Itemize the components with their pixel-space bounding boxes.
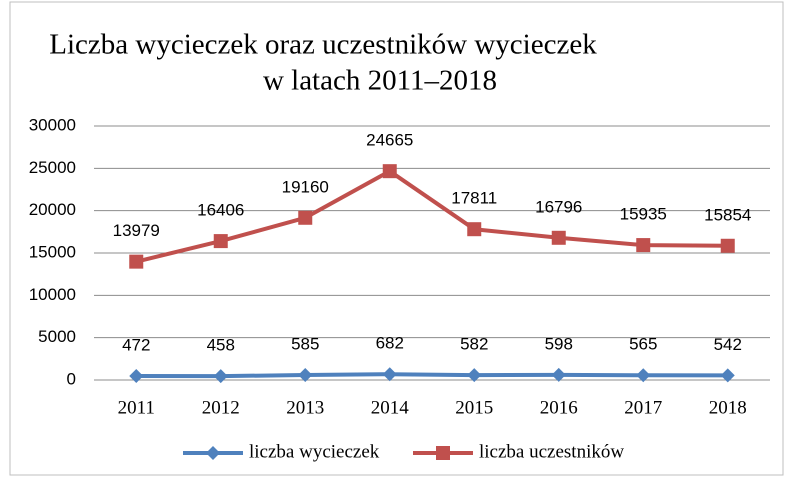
data-label: 15935 bbox=[620, 205, 667, 224]
point-marker bbox=[467, 222, 482, 237]
point-marker bbox=[298, 368, 313, 383]
x-tick-label: 2015 bbox=[455, 397, 493, 418]
data-label: 598 bbox=[545, 334, 573, 353]
y-tick-label: 25000 bbox=[29, 158, 76, 177]
data-label: 472 bbox=[122, 335, 150, 354]
point-marker bbox=[382, 367, 397, 382]
point-marker bbox=[213, 234, 228, 249]
data-label: 24665 bbox=[366, 131, 413, 150]
y-tick-label: 15000 bbox=[29, 242, 76, 261]
y-tick-label: 30000 bbox=[29, 115, 76, 134]
chart-title: Liczba wycieczek oraz uczestników wyciec… bbox=[49, 29, 597, 61]
y-tick-label: 20000 bbox=[29, 200, 76, 219]
data-label: 458 bbox=[207, 336, 235, 355]
y-tick-label: 10000 bbox=[29, 285, 76, 304]
point-marker bbox=[636, 238, 651, 253]
chart-title: w latach 2011–2018 bbox=[263, 65, 497, 97]
y-tick-label: 5000 bbox=[38, 327, 76, 346]
x-tick-label: 2012 bbox=[202, 397, 240, 418]
data-label: 582 bbox=[460, 335, 488, 354]
x-tick-label: 2018 bbox=[709, 397, 747, 418]
chart-frame bbox=[9, 1, 784, 476]
point-marker bbox=[720, 368, 735, 383]
data-label: 565 bbox=[629, 335, 657, 354]
data-line bbox=[136, 372, 728, 379]
data-label: 16796 bbox=[535, 197, 582, 216]
x-tick-label: 2011 bbox=[118, 397, 155, 418]
data-label: 15854 bbox=[704, 205, 751, 224]
data-label: 13979 bbox=[113, 221, 160, 240]
point-marker bbox=[636, 368, 651, 383]
point-marker bbox=[298, 210, 313, 225]
point-marker bbox=[720, 238, 735, 253]
data-label: 19160 bbox=[282, 177, 329, 196]
data-label: 682 bbox=[376, 334, 404, 353]
data-line bbox=[135, 169, 728, 264]
legend-label: liczba wycieczek bbox=[249, 441, 380, 462]
point-marker bbox=[129, 254, 144, 269]
y-tick-label: 0 bbox=[67, 369, 76, 388]
point-marker bbox=[213, 369, 228, 384]
x-tick-label: 2016 bbox=[540, 397, 578, 418]
point-marker bbox=[129, 369, 144, 384]
point-marker bbox=[551, 230, 566, 245]
x-tick-label: 2017 bbox=[624, 397, 662, 418]
data-label: 542 bbox=[714, 335, 742, 354]
x-tick-label: 2014 bbox=[371, 397, 410, 418]
point-marker bbox=[436, 446, 450, 460]
point-marker bbox=[206, 446, 220, 460]
data-label: 17811 bbox=[451, 189, 497, 208]
x-tick-label: 2013 bbox=[286, 397, 324, 418]
data-label: 16406 bbox=[197, 201, 244, 220]
legend-label: liczba uczestników bbox=[479, 441, 624, 462]
data-label: 585 bbox=[291, 335, 319, 354]
point-marker bbox=[551, 367, 566, 382]
point-marker bbox=[467, 368, 482, 383]
point-marker bbox=[382, 164, 397, 179]
